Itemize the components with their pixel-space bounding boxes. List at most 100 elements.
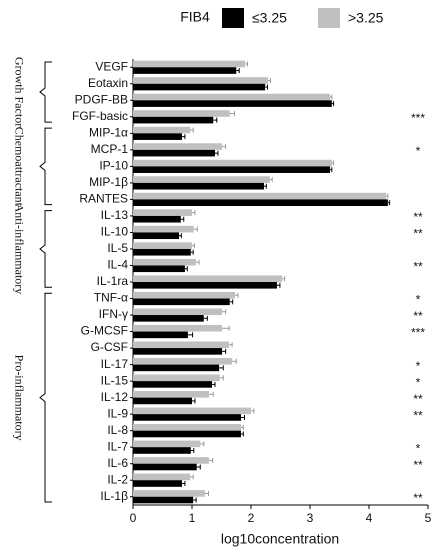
x-tick-label: 0 <box>130 511 137 525</box>
group-bracket <box>39 210 52 288</box>
category-label: IL-13 <box>101 208 129 222</box>
bar <box>133 440 201 448</box>
bar <box>133 126 191 134</box>
group-bracket <box>39 292 52 503</box>
bar <box>133 275 283 282</box>
bar <box>133 60 246 68</box>
bar <box>133 374 220 382</box>
significance: * <box>416 375 421 389</box>
x-tick-label: 1 <box>189 511 196 525</box>
bar <box>133 116 214 124</box>
category-label: IL-12 <box>101 390 129 404</box>
bar <box>133 93 331 101</box>
group-label: Pro-inflammatory <box>12 355 26 441</box>
bar <box>133 248 191 256</box>
bar <box>133 83 266 91</box>
bar <box>133 364 220 372</box>
bar <box>133 430 241 438</box>
category-label: IL-4 <box>107 258 128 272</box>
bar <box>133 258 197 266</box>
significance: ** <box>413 260 423 274</box>
bar <box>133 209 192 216</box>
bar <box>133 315 204 322</box>
category-label: IFN-γ <box>99 307 128 321</box>
bar <box>133 414 241 421</box>
category-label: IL-5 <box>107 241 128 255</box>
group-label: Chemoattractant <box>12 127 26 207</box>
bar <box>133 324 223 332</box>
significance: ** <box>413 210 423 224</box>
bar <box>133 159 332 167</box>
category-label: IL-10 <box>101 225 129 239</box>
bar <box>133 473 191 481</box>
bar <box>133 490 205 497</box>
significance: ** <box>413 227 423 241</box>
x-tick-label: 2 <box>248 511 255 525</box>
category-label: IP-10 <box>99 159 128 173</box>
significance: ** <box>413 491 423 505</box>
bar <box>133 110 230 117</box>
significance: *** <box>411 326 425 340</box>
bar <box>133 496 194 504</box>
category-label: MIP-1α <box>89 126 128 140</box>
bar <box>133 143 223 150</box>
legend-label: >3.25 <box>348 10 384 26</box>
bar <box>133 480 182 487</box>
group-label: Growth Factor <box>12 57 26 127</box>
bar <box>133 331 188 339</box>
category-label: IL-9 <box>107 406 128 420</box>
bar <box>133 242 192 249</box>
group-label: Anti-inflammatory <box>12 204 26 295</box>
bar <box>133 176 270 183</box>
legend-title: FIB4 <box>180 9 210 25</box>
bar <box>133 100 332 107</box>
category-label: FGF-basic <box>72 109 128 123</box>
category-label: IL-2 <box>107 472 128 486</box>
legend-swatch <box>222 8 244 28</box>
bar <box>133 298 230 306</box>
significance: * <box>416 144 421 158</box>
bar <box>133 407 251 415</box>
bar <box>133 182 264 190</box>
bar <box>133 282 277 289</box>
x-tick-label: 4 <box>366 511 373 525</box>
category-label: MCP-1 <box>91 142 129 156</box>
category-label: TNF-α <box>94 291 128 305</box>
bar <box>133 133 182 140</box>
significance: ** <box>413 458 423 472</box>
group-bracket <box>39 127 52 206</box>
bar <box>133 341 230 349</box>
bar <box>133 215 181 223</box>
bar <box>133 77 269 84</box>
bar <box>133 457 210 464</box>
significance: ** <box>413 392 423 406</box>
bar <box>133 199 388 207</box>
bar <box>133 149 216 157</box>
significance: ** <box>413 309 423 323</box>
significance: * <box>416 441 421 455</box>
category-label: IL-8 <box>107 423 128 437</box>
bar <box>133 265 185 273</box>
category-label: RANTES <box>79 192 128 206</box>
category-label: VEGF <box>95 59 128 73</box>
bar <box>133 67 237 74</box>
category-label: IL-15 <box>101 373 129 387</box>
category-label: G-CSF <box>91 340 128 354</box>
significance: *** <box>411 111 425 125</box>
bar <box>133 225 194 233</box>
category-label: IL-7 <box>107 439 128 453</box>
significance: * <box>416 293 421 307</box>
bar <box>133 348 223 355</box>
bar <box>133 391 210 398</box>
bar <box>133 166 331 173</box>
bar <box>133 291 236 299</box>
bar <box>133 447 191 454</box>
category-label: IL-1β <box>100 489 128 503</box>
bar <box>133 381 213 388</box>
bar <box>133 397 192 405</box>
legend-label: ≤3.25 <box>252 10 287 26</box>
group-bracket <box>39 61 52 123</box>
category-label: IL-17 <box>101 357 129 371</box>
significance: * <box>416 359 421 373</box>
